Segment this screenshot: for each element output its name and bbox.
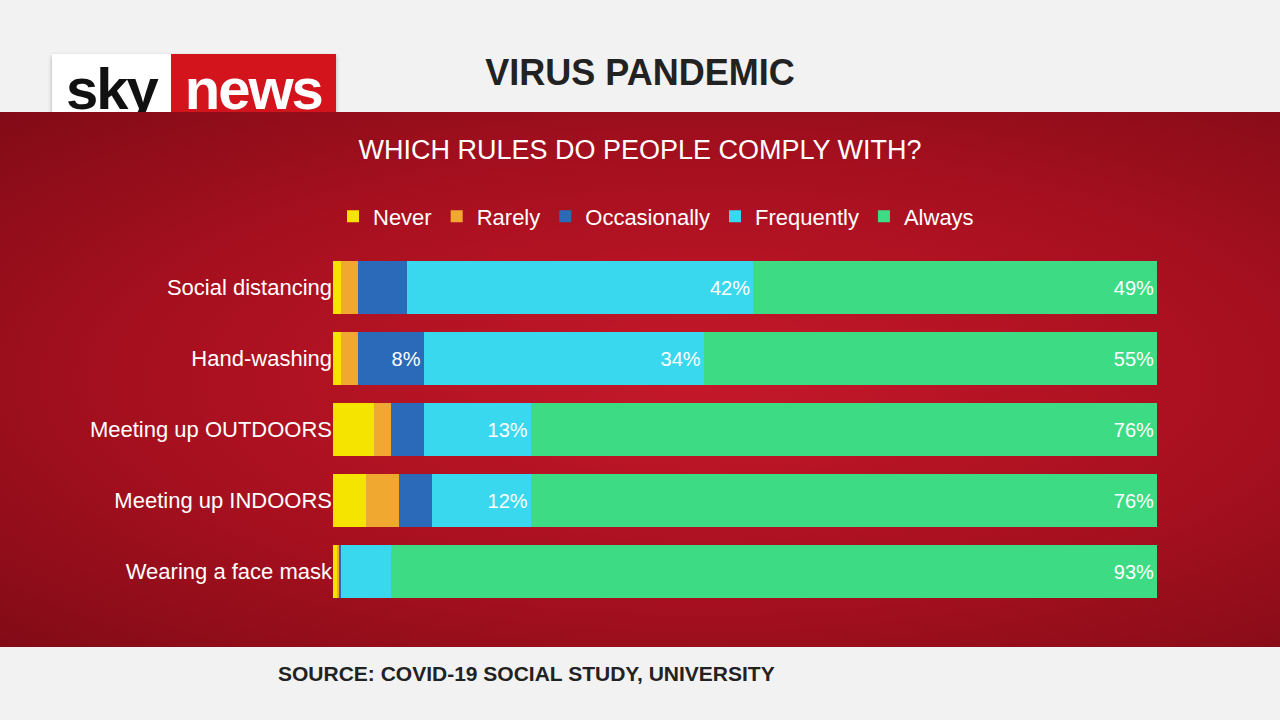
svg-text:8%: 8% (392, 348, 421, 370)
svg-text:Rarely: Rarely (477, 205, 541, 230)
svg-text:12%: 12% (488, 490, 528, 512)
html-text:sky: sky (66, 56, 157, 121)
html-text:VIRUS PANDEMIC: VIRUS PANDEMIC (485, 52, 795, 93)
svg-text:Hand-washing: Hand-washing (191, 346, 332, 371)
svg-text:WHICH RULES DO PEOPLE COMPLY W: WHICH RULES DO PEOPLE COMPLY WITH? (358, 135, 921, 165)
svg-text:Always: Always (904, 205, 974, 230)
html-text:SOURCE: COVID-19 SOCIAL STUDY,: SOURCE: COVID-19 SOCIAL STUDY, UNIVERSIT… (278, 662, 775, 685)
svg-text:93%: 93% (1114, 561, 1154, 583)
svg-text:Social distancing: Social distancing (167, 275, 332, 300)
svg-text:76%: 76% (1114, 490, 1154, 512)
svg-text:49%: 49% (1114, 277, 1154, 299)
svg-text:Occasionally: Occasionally (585, 205, 710, 230)
svg-text:Meeting up INDOORS: Meeting up INDOORS (114, 488, 332, 513)
svg-text:Never: Never (373, 205, 432, 230)
svg-text:76%: 76% (1114, 419, 1154, 441)
svg-text:Wearing a face mask: Wearing a face mask (126, 559, 333, 584)
svg-text:42%: 42% (710, 277, 750, 299)
svg-text:Meeting up OUTDOORS: Meeting up OUTDOORS (90, 417, 332, 442)
svg-text:Frequently: Frequently (755, 205, 859, 230)
svg-text:55%: 55% (1114, 348, 1154, 370)
svg-text:13%: 13% (488, 419, 528, 441)
svg-text:34%: 34% (661, 348, 701, 370)
html-text:news: news (184, 56, 322, 121)
